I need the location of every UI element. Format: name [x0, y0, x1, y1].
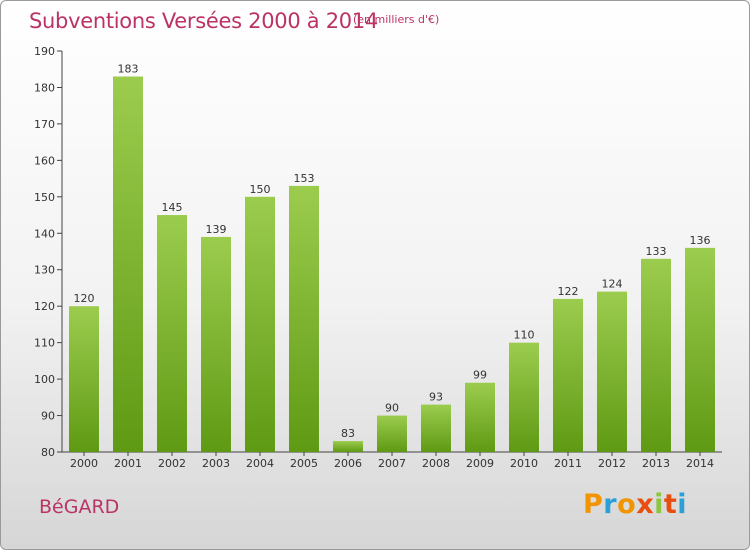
x-tick-label-2010: 2010	[510, 457, 538, 470]
y-tick-label: 170	[34, 118, 55, 131]
bar-2014	[685, 247, 715, 452]
bar-2013	[641, 258, 671, 452]
chart-title: Subventions Versées 2000 à 2014	[29, 9, 378, 33]
x-tick-label-2012: 2012	[598, 457, 626, 470]
data-label-2008: 93	[429, 391, 443, 404]
data-label-2012: 124	[602, 278, 623, 291]
x-tick-label-2000: 2000	[70, 457, 98, 470]
logo-letter: r	[603, 489, 618, 520]
bar-2009	[465, 382, 495, 452]
data-label-2014: 136	[690, 234, 711, 247]
bar-2006	[333, 441, 363, 452]
x-tick-label-2005: 2005	[290, 457, 318, 470]
y-axis: 80 90 100 110 120 130 140 150 160 170 180 190	[34, 45, 63, 459]
bars	[69, 76, 715, 452]
y-tick-label: 160	[34, 154, 55, 167]
data-label-2009: 99	[473, 369, 487, 382]
data-label-2010: 110	[514, 329, 535, 342]
x-tick-label-2006: 2006	[334, 457, 362, 470]
logo-letter: i	[677, 489, 688, 520]
bar-2004	[245, 196, 275, 452]
logo-letter: i	[654, 489, 664, 520]
x-tick-label-2007: 2007	[378, 457, 406, 470]
x-tick-label-2009: 2009	[466, 457, 494, 470]
x-tick-label-2011: 2011	[554, 457, 582, 470]
bar-2002	[157, 215, 187, 452]
logo-letter: o	[617, 489, 637, 520]
data-label-2011: 122	[558, 285, 579, 298]
chart-unit: (en milliers d'€)	[353, 13, 440, 26]
y-tick-label: 110	[34, 337, 55, 350]
bar-2001	[113, 76, 143, 452]
data-label-2003: 139	[206, 223, 227, 236]
data-label-2006: 83	[341, 427, 355, 440]
data-label-2000: 120	[74, 292, 95, 305]
x-tick-label-2014: 2014	[686, 457, 714, 470]
y-tick-label: 80	[41, 446, 55, 459]
y-tick-label: 120	[34, 300, 55, 313]
bar-2000	[69, 306, 99, 452]
x-tick-label-2001: 2001	[114, 457, 142, 470]
data-labels: 120 183 145 139 150 153 83 90 93 99 110 122 124 133 13…	[74, 63, 711, 441]
logo-letter: P	[583, 489, 604, 520]
y-tick-label: 190	[34, 45, 55, 58]
y-tick-label: 140	[34, 227, 55, 240]
bar-2010	[509, 342, 539, 452]
bar-2007	[377, 415, 407, 452]
bar-2003	[201, 236, 231, 452]
y-tick-label: 150	[34, 191, 55, 204]
y-tick-label: 180	[34, 81, 55, 94]
bar-2012	[597, 291, 627, 452]
x-tick-label-2013: 2013	[642, 457, 670, 470]
x-tick-label-2008: 2008	[422, 457, 450, 470]
x-tick-label-2004: 2004	[246, 457, 274, 470]
logo-letter: x	[636, 489, 655, 520]
commune-name: BéGARD	[39, 496, 120, 518]
logo-letter: t	[663, 489, 678, 520]
x-axis: 2000 2001 2002 2003 2004 2005 2006 2007 2008 2009…	[62, 451, 722, 470]
proxiti-logo: Proxiti	[583, 489, 687, 520]
data-label-2005: 153	[294, 172, 315, 185]
data-label-2013: 133	[646, 245, 667, 258]
x-tick-label-2002: 2002	[158, 457, 186, 470]
bar-2008	[421, 404, 451, 452]
y-tick-label: 130	[34, 264, 55, 277]
y-tick-label: 100	[34, 373, 55, 386]
x-tick-label-2003: 2003	[202, 457, 230, 470]
bar-2005	[289, 185, 319, 452]
data-label-2001: 183	[118, 63, 139, 76]
data-label-2004: 150	[250, 183, 271, 196]
y-tick-label: 90	[41, 410, 55, 423]
data-label-2002: 145	[162, 201, 183, 214]
data-label-2007: 90	[385, 402, 399, 415]
bar-2011	[553, 298, 583, 452]
